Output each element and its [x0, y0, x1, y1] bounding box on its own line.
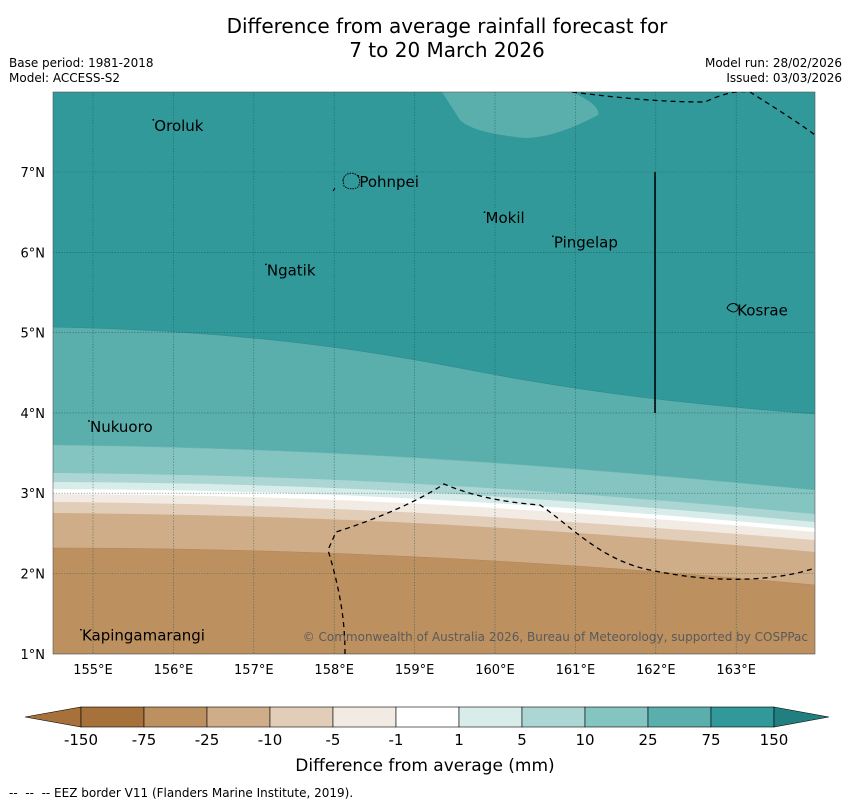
place-marker [88, 420, 90, 422]
place-marker [80, 628, 82, 631]
lon-tick-label: 160°E [475, 663, 515, 678]
place-marker [551, 235, 554, 238]
colorbar-extend-low [24, 706, 82, 728]
chart-title-line1: Difference from average rainfall forecas… [226, 14, 668, 38]
lat-tick-label: 7°N [21, 166, 46, 181]
place-label-kosrae: Kosrae [737, 302, 788, 320]
chart-title-line2: 7 to 20 March 2026 [349, 38, 545, 62]
lat-tick-label: 1°N [21, 648, 46, 663]
colorbar [24, 706, 830, 728]
place-marker [152, 118, 155, 121]
lat-tick-label: 3°N [21, 487, 46, 502]
colorbar-tick-label: 150 [759, 731, 789, 749]
lon-tick-label: 158°E [314, 663, 354, 678]
band-25-75-north-patch [442, 92, 599, 138]
place-marker [735, 303, 738, 306]
ant-atoll-mark [332, 187, 336, 192]
colorbar-segment [143, 706, 208, 728]
place-label-mokil: Mokil [486, 209, 525, 227]
colorbar-tick-label: 75 [701, 731, 721, 749]
place-label-nukuoro: Nukuoro [90, 418, 153, 436]
colorbar-segment [80, 706, 145, 728]
lat-tick-label: 2°N [21, 568, 46, 583]
colorbar-segment [332, 706, 397, 728]
lon-tick-label: 159°E [395, 663, 435, 678]
colorbar-extend-high [773, 706, 830, 728]
place-label-pohnpei: Pohnpei [359, 173, 419, 191]
place-label-ngatik: Ngatik [267, 261, 316, 279]
lon-tick-label: 161°E [556, 663, 596, 678]
lon-tick-label: 162°E [636, 663, 676, 678]
colorbar-axis-label: Difference from average (mm) [295, 756, 555, 776]
model-name: Model: ACCESS-S2 [9, 71, 121, 85]
kosrae-island-outline [726, 303, 739, 313]
lat-tick-label: 4°N [21, 407, 46, 422]
copyright-notice: © Commonwealth of Australia 2026, Bureau… [302, 630, 808, 644]
eez-borders [327, 92, 815, 654]
colorbar-tick-label: -25 [194, 731, 220, 749]
colorbar-tick-label: -5 [325, 731, 341, 749]
colorbar-segment [584, 706, 649, 728]
colorbar-tick-label: -75 [131, 731, 157, 749]
lon-tick-label: 155°E [73, 663, 113, 678]
colorbar-segment [521, 706, 586, 728]
lon-tick-label: 157°E [234, 663, 274, 678]
colorbar-segment [269, 706, 334, 728]
colorbar-segment [458, 706, 523, 728]
place-marker [264, 263, 267, 266]
band-minus75-minus25 [53, 548, 815, 654]
place-label-oroluk: Oroluk [154, 117, 203, 135]
lat-tick-label: 6°N [21, 246, 46, 261]
colorbar-segment [647, 706, 712, 728]
place-marker [357, 175, 360, 177]
lon-tick-label: 163°E [716, 663, 756, 678]
colorbar-tick-label: 1 [454, 731, 464, 749]
base-period: Base period: 1981-2018 [9, 56, 154, 70]
pohnpei-island-outline [342, 172, 361, 190]
place-marker [483, 211, 486, 214]
eez-legend: -- -- -- EEZ border V11 (Flanders Marine… [9, 786, 354, 800]
colorbar-segment [395, 706, 460, 728]
colorbar-tick-label: 5 [517, 731, 527, 749]
colorbar-tick-label: 10 [575, 731, 595, 749]
colorbar-tick-label: 25 [638, 731, 658, 749]
colorbar-tick-label: -10 [257, 731, 283, 749]
colorbar-segment [206, 706, 271, 728]
issued-date: Issued: 03/03/2026 [726, 71, 842, 85]
lon-tick-label: 156°E [154, 663, 194, 678]
colorbar-tick-label: -150 [63, 731, 99, 749]
place-label-kapingamarangi: Kapingamarangi [82, 627, 205, 645]
colorbar-segment [710, 706, 775, 728]
place-label-pingelap: Pingelap [554, 233, 618, 251]
model-run: Model run: 28/02/2026 [704, 56, 842, 70]
colorbar-tick-label: -1 [388, 731, 404, 749]
lat-tick-label: 5°N [21, 327, 46, 342]
